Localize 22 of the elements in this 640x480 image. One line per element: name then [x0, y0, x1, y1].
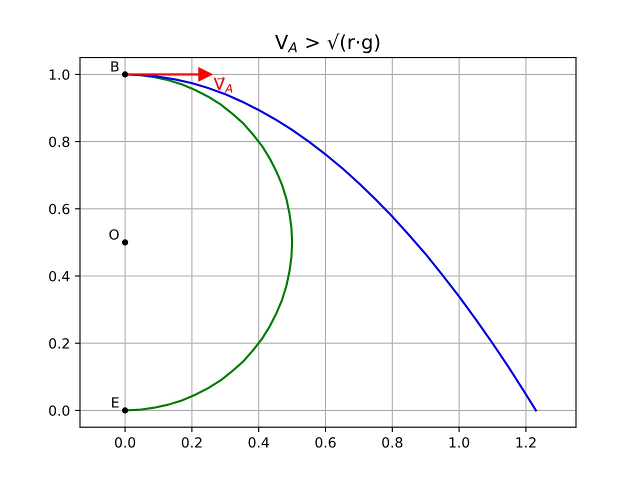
annotation: V⃗$_{A}$	[214, 77, 232, 93]
x-tick-label: 0.2	[182, 437, 202, 448]
x-tick-label: 1.0	[450, 437, 470, 448]
y-tick-label: 0.6	[49, 204, 70, 214]
data-label: E	[112, 397, 119, 408]
x-tick-label: 0.6	[315, 437, 336, 448]
x-tick-label: 0.0	[114, 437, 136, 448]
point	[122, 239, 128, 246]
y-tick-label: 0.8	[49, 136, 70, 148]
y-tick-label: 0.2	[49, 338, 69, 349]
point	[122, 71, 128, 78]
data-label: B	[111, 61, 119, 72]
point	[122, 407, 128, 414]
y-tick-label: 0.4	[49, 270, 70, 282]
x-tick-label: 0.4	[248, 437, 269, 448]
point	[198, 67, 212, 82]
data-label: O	[109, 229, 119, 240]
x-tick-label: 0.8	[382, 437, 402, 448]
y-tick-label: 1.0	[50, 69, 70, 80]
x-tick-label: 1.2	[516, 437, 536, 448]
y-tick-label: 0.0	[49, 405, 70, 416]
chart-title: V$_{A}$ > √(r·g)	[275, 33, 380, 54]
